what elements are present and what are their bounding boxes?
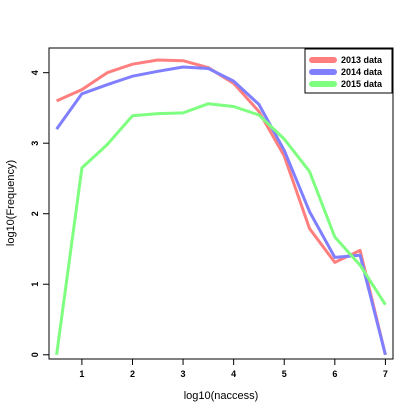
y-axis: 0 1 2 3 4	[30, 70, 49, 357]
series-lines	[55, 58, 387, 356]
x-tick-label-6: 6	[332, 369, 337, 379]
plot-frame	[48, 47, 394, 360]
y-tick-label-1: 1	[30, 282, 40, 287]
y-tick-label-4: 4	[30, 70, 40, 75]
y-axis-label: log10(Frequency)	[5, 160, 17, 246]
series-line-2	[55, 65, 387, 356]
x-tick-label-7: 7	[383, 369, 388, 379]
x-axis-label: log10(naccess)	[184, 390, 259, 402]
series-line-3	[55, 102, 387, 356]
y-tick-label-2: 2	[30, 211, 40, 216]
legend-label-1: 2013 data	[341, 55, 383, 65]
x-axis: 1 2 3 4 5 6 7	[79, 359, 388, 379]
y-tick-label-0: 0	[30, 352, 40, 357]
y-tick-label-3: 3	[30, 141, 40, 146]
x-tick-label-3: 3	[181, 369, 186, 379]
x-tick-label-4: 4	[231, 369, 236, 379]
x-tick-label-5: 5	[282, 369, 287, 379]
legend-label-3: 2015 data	[341, 79, 383, 89]
x-tick-label-1: 1	[79, 369, 84, 379]
x-tick-label-2: 2	[130, 369, 135, 379]
legend: 2013 data 2014 data 2015 data	[304, 48, 393, 94]
legend-label-2: 2014 data	[341, 67, 383, 77]
